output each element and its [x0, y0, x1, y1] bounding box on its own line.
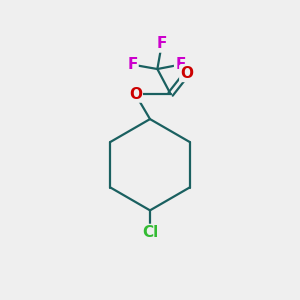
Text: F: F — [175, 57, 185, 72]
Text: F: F — [157, 37, 167, 52]
Text: O: O — [129, 87, 142, 102]
Text: F: F — [127, 57, 137, 72]
Text: O: O — [180, 66, 193, 81]
Text: Cl: Cl — [142, 225, 158, 240]
